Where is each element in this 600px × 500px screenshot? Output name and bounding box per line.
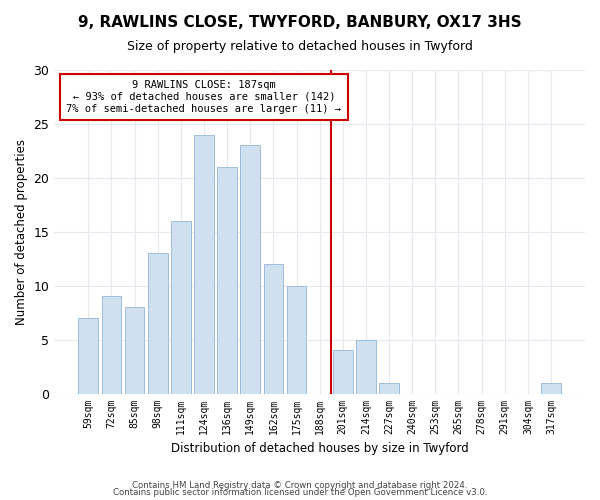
Bar	[241, 146, 260, 394]
Bar	[356, 340, 376, 394]
Text: Size of property relative to detached houses in Twyford: Size of property relative to detached ho…	[127, 40, 473, 53]
Text: Contains HM Land Registry data © Crown copyright and database right 2024.: Contains HM Land Registry data © Crown c…	[132, 480, 468, 490]
Bar	[333, 350, 353, 394]
Bar	[541, 383, 561, 394]
Bar	[287, 286, 307, 394]
Text: 9, RAWLINS CLOSE, TWYFORD, BANBURY, OX17 3HS: 9, RAWLINS CLOSE, TWYFORD, BANBURY, OX17…	[78, 15, 522, 30]
Bar	[79, 318, 98, 394]
X-axis label: Distribution of detached houses by size in Twyford: Distribution of detached houses by size …	[171, 442, 469, 455]
Text: Contains public sector information licensed under the Open Government Licence v3: Contains public sector information licen…	[113, 488, 487, 497]
Bar	[101, 296, 121, 394]
Bar	[379, 383, 399, 394]
Bar	[217, 167, 237, 394]
Bar	[171, 221, 191, 394]
Bar	[263, 264, 283, 394]
Bar	[125, 308, 145, 394]
Y-axis label: Number of detached properties: Number of detached properties	[15, 139, 28, 325]
Bar	[148, 254, 167, 394]
Text: 9 RAWLINS CLOSE: 187sqm
← 93% of detached houses are smaller (142)
7% of semi-de: 9 RAWLINS CLOSE: 187sqm ← 93% of detache…	[67, 80, 341, 114]
Bar	[194, 134, 214, 394]
